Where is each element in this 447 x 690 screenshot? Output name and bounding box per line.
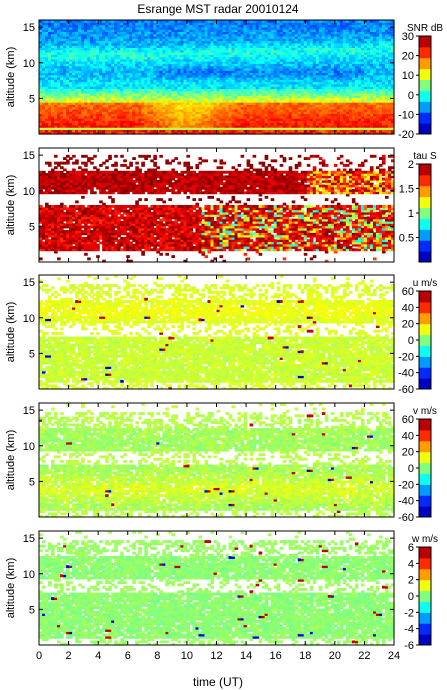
figure-title: Esrange MST radar 20010124 bbox=[137, 2, 299, 16]
heatmap-snr bbox=[39, 20, 395, 135]
